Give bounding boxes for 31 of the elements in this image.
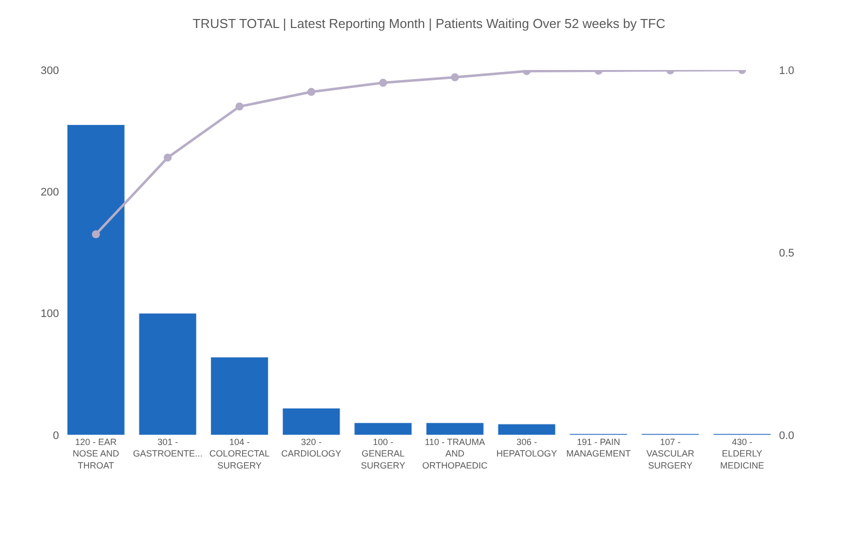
y-tick-label: 200 — [40, 186, 59, 199]
x-tick-label: 100 - GENERAL SURGERY — [360, 437, 406, 470]
bar — [138, 313, 197, 435]
y-tick-label: 100 — [40, 308, 59, 320]
point — [450, 73, 459, 82]
y2-tick-label: 1.0 — [779, 64, 794, 77]
chart-title: TRUST TOTAL | Latest Reporting Month | Patients Waiting Over 52 weeks by TFC — [192, 16, 666, 31]
bar — [426, 422, 484, 435]
bar — [282, 408, 340, 435]
x-tick-label: 110 - TRAUMA AND ORTHOPAEDIC — [422, 437, 488, 470]
x-tick-label: 104 - COLORECTAL SURGERY — [209, 437, 270, 470]
x-tick-label: 301 - GASTROENTE... — [132, 437, 202, 459]
bar — [354, 422, 412, 435]
y-tick-label: 300 — [40, 64, 59, 77]
y2-tick-label: 0.5 — [779, 247, 794, 260]
point — [236, 102, 244, 110]
y2-tick-label: 0.0 — [779, 430, 794, 442]
x-tick-label: 306 - HEPATOLOGY — [496, 437, 557, 459]
x-tick-label: 191 - PAIN MANAGEMENT — [566, 437, 632, 459]
bar — [66, 124, 125, 435]
bar — [210, 356, 268, 435]
x-tick-label: 430 - ELDERLY MEDICINE — [720, 437, 764, 470]
point — [164, 154, 172, 162]
y-tick-label: 0 — [52, 430, 59, 442]
point — [379, 78, 388, 87]
bar — [498, 424, 556, 435]
point — [92, 230, 100, 238]
x-tick-label: 120 - EAR NOSE AND THROAT — [72, 437, 120, 470]
point — [307, 88, 316, 96]
x-tick-label: 107 - VASCULAR SURGERY — [646, 437, 695, 470]
x-tick-label: 320 - CARDIOLOGY — [281, 437, 342, 459]
